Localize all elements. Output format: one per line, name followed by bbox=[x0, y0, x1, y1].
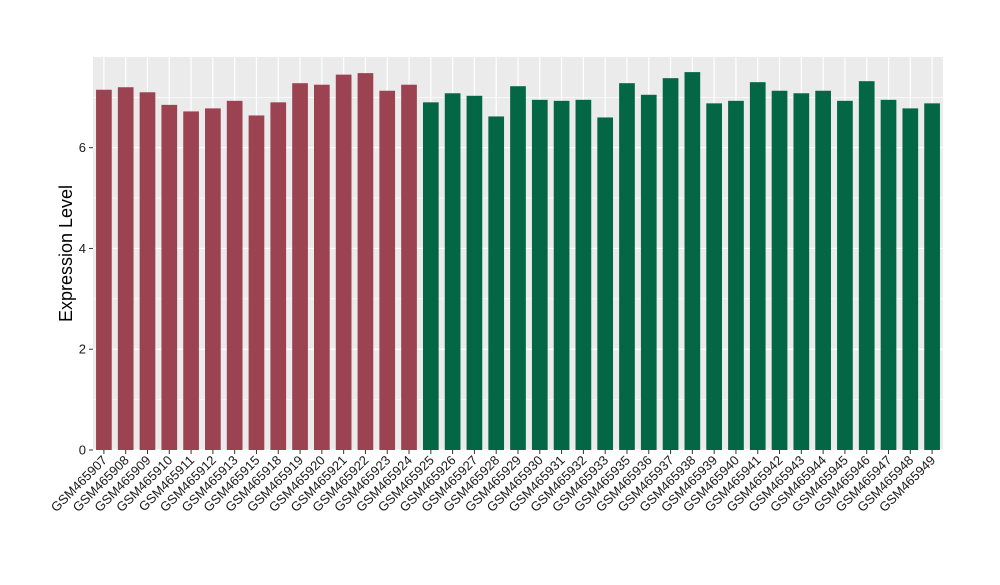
y-tick-label: 2 bbox=[79, 342, 86, 357]
bar-GSM465944 bbox=[815, 90, 831, 450]
bar-GSM465941 bbox=[749, 82, 766, 450]
bar-GSM465921 bbox=[335, 74, 352, 450]
bar-GSM465926 bbox=[444, 93, 461, 451]
bar-GSM465929 bbox=[510, 86, 526, 450]
bar-GSM465911 bbox=[183, 111, 199, 451]
bar-GSM465945 bbox=[837, 100, 853, 450]
bar-GSM465919 bbox=[292, 83, 308, 450]
bar-GSM465946 bbox=[858, 81, 875, 450]
bar-GSM465907 bbox=[96, 89, 112, 450]
bar-GSM465920 bbox=[314, 84, 330, 450]
y-axis: 0 2 4 6 bbox=[79, 140, 93, 458]
y-tick-label: 0 bbox=[79, 443, 86, 458]
bar-GSM465930 bbox=[531, 99, 548, 451]
bar-GSM465924 bbox=[401, 84, 417, 450]
bar-GSM465912 bbox=[205, 108, 221, 451]
y-tick-label: 4 bbox=[79, 241, 86, 256]
bar-GSM465948 bbox=[902, 108, 919, 451]
bar-GSM465915 bbox=[248, 115, 265, 450]
bar-GSM465937 bbox=[662, 78, 679, 451]
bar-GSM465923 bbox=[379, 90, 396, 450]
y-tick-label: 6 bbox=[79, 140, 86, 155]
bar-GSM465910 bbox=[161, 104, 178, 450]
bar-GSM465933 bbox=[597, 117, 614, 450]
bar-GSM465932 bbox=[575, 99, 592, 451]
bar-GSM465925 bbox=[422, 102, 439, 450]
bar-GSM465942 bbox=[771, 90, 788, 450]
bar-GSM465913 bbox=[226, 100, 243, 450]
bar-GSM465931 bbox=[553, 100, 570, 450]
bar-GSM465927 bbox=[466, 95, 483, 451]
bar-GSM465909 bbox=[139, 92, 156, 451]
bar-GSM465908 bbox=[117, 87, 134, 450]
bars bbox=[96, 72, 940, 451]
bar-GSM465940 bbox=[728, 100, 744, 450]
bar-GSM465928 bbox=[488, 116, 505, 450]
bar-GSM465935 bbox=[619, 83, 635, 450]
x-axis: GSM465907GSM465908GSM465909GSM465910GSM4… bbox=[48, 450, 938, 515]
bar-GSM465949 bbox=[924, 103, 940, 450]
bar-GSM465939 bbox=[706, 103, 722, 450]
bar-GSM465918 bbox=[270, 102, 287, 450]
y-axis-title: Expression Level bbox=[56, 185, 76, 322]
bar-GSM465936 bbox=[640, 94, 657, 451]
bar-GSM465947 bbox=[880, 99, 897, 451]
bar-GSM465922 bbox=[357, 73, 374, 450]
bar-GSM465938 bbox=[684, 72, 701, 450]
bar-GSM465943 bbox=[793, 93, 810, 451]
